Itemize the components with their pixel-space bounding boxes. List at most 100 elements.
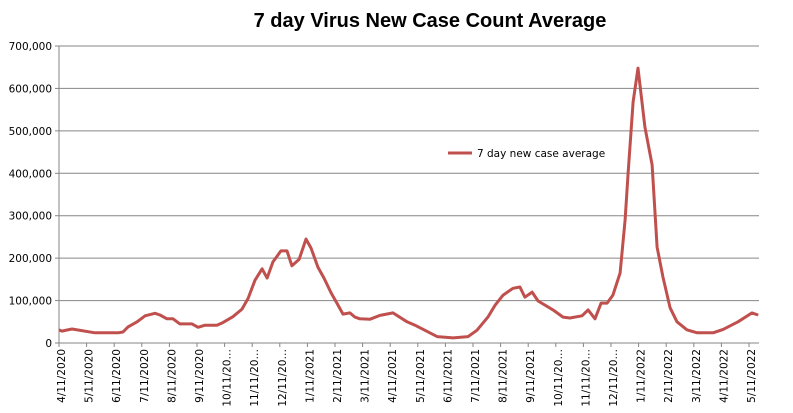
- y-tick-label: 700,000: [9, 41, 52, 53]
- data-point: [197, 326, 199, 328]
- data-point: [524, 296, 526, 298]
- data-point: [261, 268, 263, 270]
- data-point: [166, 318, 168, 320]
- data-point: [662, 276, 664, 278]
- y-tick-label: 600,000: [9, 83, 52, 95]
- data-point: [354, 316, 356, 318]
- data-point: [336, 302, 338, 304]
- data-point: [502, 294, 504, 296]
- data-point: [272, 261, 274, 263]
- x-tick-label: 1/11/2021: [304, 349, 316, 403]
- data-point: [159, 314, 161, 316]
- data-point: [637, 67, 639, 69]
- data-point: [266, 277, 268, 279]
- y-tick-label: 0: [45, 338, 52, 350]
- data-point: [317, 266, 319, 268]
- x-tick-label: 12/11/20…: [277, 349, 289, 407]
- data-point: [216, 324, 218, 326]
- x-tick-label: 12/11/20…: [608, 349, 620, 407]
- data-point: [280, 250, 282, 252]
- data-point: [127, 326, 129, 328]
- data-point: [651, 164, 653, 166]
- data-point: [241, 308, 243, 310]
- data-point: [172, 318, 174, 320]
- data-point: [612, 294, 614, 296]
- y-tick-label: 200,000: [9, 253, 52, 265]
- x-tick-label: 11/11/20…: [580, 349, 592, 407]
- x-tick-label: 3/11/2021: [360, 349, 372, 403]
- data-point: [669, 307, 671, 309]
- data-point: [392, 312, 394, 314]
- data-point: [247, 297, 249, 299]
- x-axis: 4/11/2020 5/11/2020 6/11/2020 7/11/2020 8/11…: [56, 342, 759, 407]
- data-point: [494, 304, 496, 306]
- data-point: [254, 279, 256, 281]
- data-point: [406, 321, 408, 323]
- data-point: [644, 126, 646, 128]
- data-point: [531, 291, 533, 293]
- data-point: [587, 309, 589, 311]
- data-point: [204, 324, 206, 326]
- x-tick-label: 4/11/2021: [387, 349, 399, 403]
- data-point: [232, 316, 234, 318]
- series-line: [58, 66, 759, 340]
- x-tick-label: 9/11/2020: [194, 349, 206, 403]
- data-point: [136, 321, 138, 323]
- data-point: [436, 336, 438, 338]
- data-point: [627, 172, 629, 174]
- data-point: [552, 309, 554, 311]
- data-point: [369, 318, 371, 320]
- y-tick-label: 300,000: [9, 211, 52, 223]
- x-tick-label: 9/11/2021: [525, 349, 537, 403]
- data-point: [562, 316, 564, 318]
- data-point: [751, 312, 753, 314]
- legend: 7 day new case average: [448, 148, 605, 160]
- x-tick-label: 5/11/2022: [746, 349, 758, 403]
- data-point: [144, 315, 146, 317]
- x-tick-label: 1/11/2022: [636, 349, 648, 403]
- x-tick-label: 7/11/2020: [139, 349, 151, 403]
- data-point: [191, 323, 193, 325]
- x-tick-label: 6/11/2020: [111, 349, 123, 403]
- x-tick-label: 10/11/20…: [222, 349, 234, 407]
- data-point: [222, 322, 224, 324]
- x-tick-label: 4/11/2022: [718, 349, 730, 403]
- y-tick-label: 500,000: [9, 126, 52, 138]
- data-point: [737, 321, 739, 323]
- data-point: [757, 314, 759, 316]
- data-point: [94, 332, 96, 334]
- data-point: [537, 300, 539, 302]
- data-point: [581, 315, 583, 317]
- data-point: [61, 330, 63, 332]
- series-layer: [58, 66, 759, 340]
- data-point: [452, 337, 454, 339]
- data-point: [291, 265, 293, 267]
- data-point: [600, 302, 602, 304]
- x-tick-label: 5/11/2021: [415, 349, 427, 403]
- data-point: [323, 277, 325, 279]
- x-tick-label: 10/11/20…: [553, 349, 565, 407]
- data-point: [379, 314, 381, 316]
- data-point: [310, 247, 312, 249]
- y-axis: 0 100,000 200,000 300,000 400,000 500,000 600,…: [9, 41, 60, 350]
- data-point: [624, 219, 626, 221]
- data-point: [686, 329, 688, 331]
- data-point: [342, 313, 344, 315]
- data-point: [696, 332, 698, 334]
- x-tick-label: 2/11/2021: [332, 349, 344, 403]
- x-tick-label: 6/11/2021: [442, 349, 454, 403]
- data-point: [619, 272, 621, 274]
- x-tick-label: 2/11/2022: [663, 349, 675, 403]
- data-point: [512, 287, 514, 289]
- data-point: [467, 336, 469, 338]
- x-tick-label: 8/11/2020: [166, 349, 178, 403]
- data-point: [122, 331, 124, 333]
- data-point: [676, 321, 678, 323]
- data-point: [305, 238, 307, 240]
- data-point: [519, 286, 521, 288]
- x-tick-label: 3/11/2022: [691, 349, 703, 403]
- data-point: [569, 317, 571, 319]
- data-point: [606, 302, 608, 304]
- data-point: [712, 332, 714, 334]
- chart-title: 7 day Virus New Case Count Average: [254, 10, 607, 32]
